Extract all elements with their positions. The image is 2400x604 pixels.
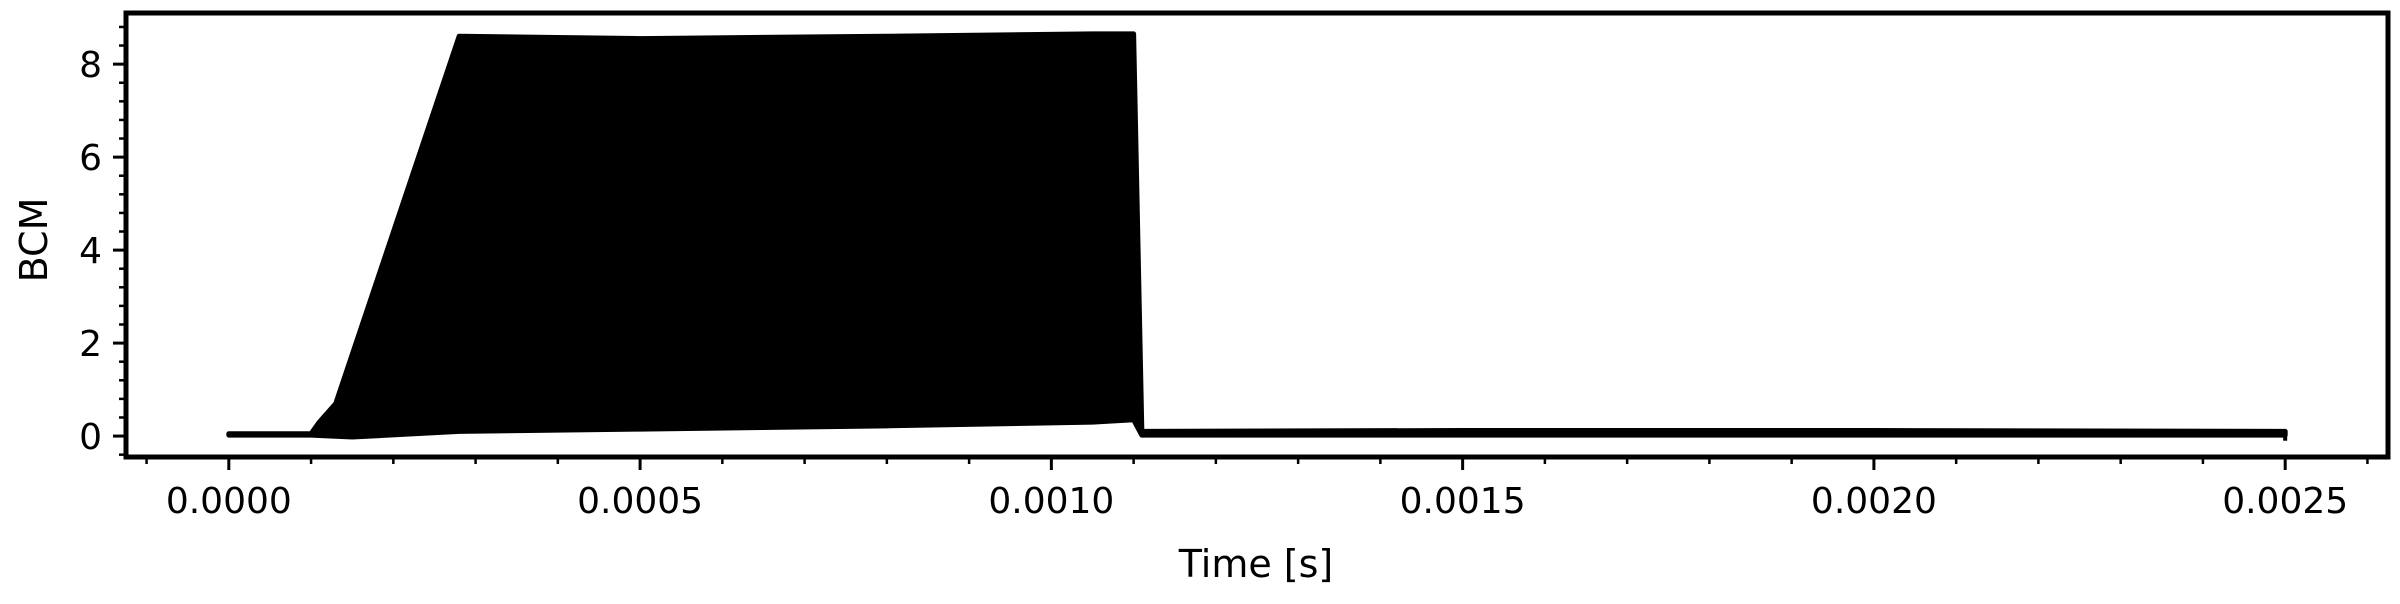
x-tick-label: 0.0010 <box>988 481 1114 522</box>
y-tick-label: 4 <box>79 231 102 272</box>
x-tick-label: 0.0025 <box>2222 481 2348 522</box>
plot-frame <box>123 10 2391 460</box>
x-tick-label: 0.0000 <box>166 481 292 522</box>
x-tick-label: 0.0005 <box>577 481 703 522</box>
axes: 0.0000 0.0005 0.0010 0.0015 0.0020 0.0025 0 2 4 6… <box>79 10 2391 522</box>
y-axis-label: BCM <box>12 198 56 283</box>
y-tick-label: 8 <box>79 45 102 86</box>
x-tick-label: 0.0020 <box>1811 481 1937 522</box>
y-tick-label: 0 <box>79 417 102 458</box>
y-tick-label: 2 <box>79 324 102 365</box>
plot-area <box>226 31 2288 441</box>
x-axis-label: Time [s] <box>1178 542 1334 586</box>
y-tick-label: 6 <box>79 138 102 179</box>
series-0-band <box>226 31 2288 440</box>
x-tick-label: 0.0015 <box>1400 481 1526 522</box>
